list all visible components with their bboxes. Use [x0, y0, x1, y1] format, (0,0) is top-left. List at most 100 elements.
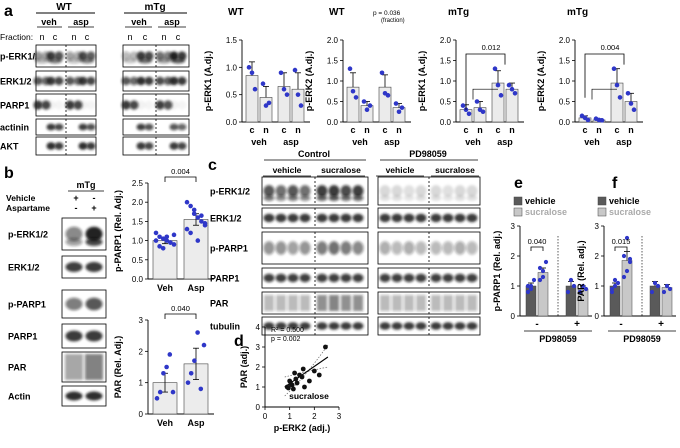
blot-band [379, 185, 391, 197]
data-point [531, 277, 537, 283]
data-point [474, 99, 480, 104]
panel-c-blot-labels: p-ERK1/2 ERK1/2 p-PARP1 PARP1 PAR tubulin [210, 187, 250, 332]
blot-band [54, 100, 64, 110]
fraction-lane-label: c [53, 32, 58, 42]
blot-band [415, 194, 427, 202]
y-tick-label: 1 [595, 282, 600, 291]
blot-band [340, 273, 352, 283]
blot-band [85, 297, 103, 311]
blot-band [379, 273, 391, 283]
significance-bracket [164, 176, 197, 182]
x-tick-label: c [382, 125, 387, 135]
y-axis-label: p-PARP1 (Rel. adj.) [492, 231, 502, 312]
blot-band [404, 295, 414, 311]
panel-a-blots [33, 44, 190, 156]
y-tick-label: 1.0 [327, 77, 339, 86]
fraction-lane-label: c [176, 32, 181, 42]
legend-label: sucralose [525, 207, 567, 217]
data-point [199, 213, 204, 218]
group-label: veh [251, 137, 267, 147]
data-point [171, 242, 177, 247]
data-point [198, 386, 204, 392]
blot-band [415, 185, 427, 197]
blot-band [328, 213, 340, 223]
blot-band [353, 295, 363, 311]
panel-c-treatments: vehicle sucralose vehicle sucralose [263, 165, 479, 177]
blot-band [328, 273, 340, 283]
blot-band [287, 273, 299, 283]
blot-band [144, 100, 154, 110]
x-tick-label: c [463, 125, 468, 135]
data-point [281, 86, 287, 92]
blot-band [416, 295, 426, 311]
chart-title: WT [228, 7, 244, 18]
blot-band [263, 213, 275, 223]
blot-band [80, 58, 94, 64]
data-point [246, 65, 252, 70]
y-axis-label: p-ERK2 (A.dj.) [536, 51, 546, 112]
data-point [160, 236, 166, 241]
data-point [171, 232, 177, 238]
blot-band [454, 213, 466, 223]
blot-label: p-PARP1 [210, 244, 248, 254]
y-tick-label: 2 [139, 347, 144, 356]
data-point [615, 280, 621, 286]
bar [277, 86, 291, 123]
data-point [157, 234, 162, 240]
legend-swatch [513, 207, 523, 217]
y-axis-label: PAR (adj.) [239, 346, 249, 388]
blot-band [442, 185, 454, 197]
data-point [568, 277, 574, 283]
blot-band [275, 194, 287, 202]
blot-band [78, 100, 88, 110]
x-tick-label: Veh [157, 418, 173, 428]
bar [245, 75, 259, 123]
treatment-label: Vehicle [6, 193, 36, 203]
panel-a-blot-labels: p-ERK1/2 ERK1/2 PARP1 actinin AKT [0, 52, 40, 152]
blot-band [454, 194, 466, 202]
x-tick-label: 1 [287, 412, 292, 421]
data-point [286, 385, 291, 391]
blot-band [316, 213, 328, 223]
chart-title: mTg [567, 7, 588, 18]
y-tick-label: 1 [139, 379, 144, 388]
p-value-label: 0.040 [171, 304, 190, 313]
data-point [188, 370, 194, 376]
blot-band [46, 123, 56, 131]
blot-band [275, 213, 287, 223]
data-point [353, 95, 359, 100]
blot-band [144, 123, 154, 131]
fraction-lane-label: n [127, 32, 132, 42]
y-tick-label: 0.0 [132, 275, 144, 284]
data-point [385, 93, 391, 98]
blot-band [169, 76, 179, 86]
data-point [609, 286, 615, 292]
data-point [302, 384, 307, 390]
data-point [627, 256, 633, 262]
y-tick-label: 2.0 [559, 36, 571, 45]
blot-band [275, 241, 287, 255]
blot-label: p-PARP1 [8, 300, 46, 310]
x-tick-label: n [509, 125, 515, 135]
blot-band [157, 58, 171, 64]
blot-band [442, 322, 454, 330]
group-label: veh [584, 137, 600, 147]
data-point [577, 289, 583, 295]
blot-band [379, 241, 391, 255]
blot-label: p-ERK1/2 [0, 52, 40, 62]
significance-bracket [530, 246, 544, 251]
data-point [525, 289, 531, 295]
blot-band [65, 226, 83, 242]
legend-label: vehicle [525, 196, 556, 206]
blot-label: p-ERK1/2 [8, 230, 48, 240]
blot-band [340, 213, 352, 223]
data-point [294, 380, 300, 386]
data-point [655, 283, 661, 289]
blot-band [403, 322, 415, 330]
blot-band [35, 58, 49, 64]
blot-label: ERK1/2 [210, 214, 242, 224]
blot-band [299, 241, 311, 255]
x-tick-label: + [658, 319, 664, 330]
y-tick-label: 1.5 [132, 217, 144, 226]
y-tick-label: 1.0 [559, 77, 571, 86]
